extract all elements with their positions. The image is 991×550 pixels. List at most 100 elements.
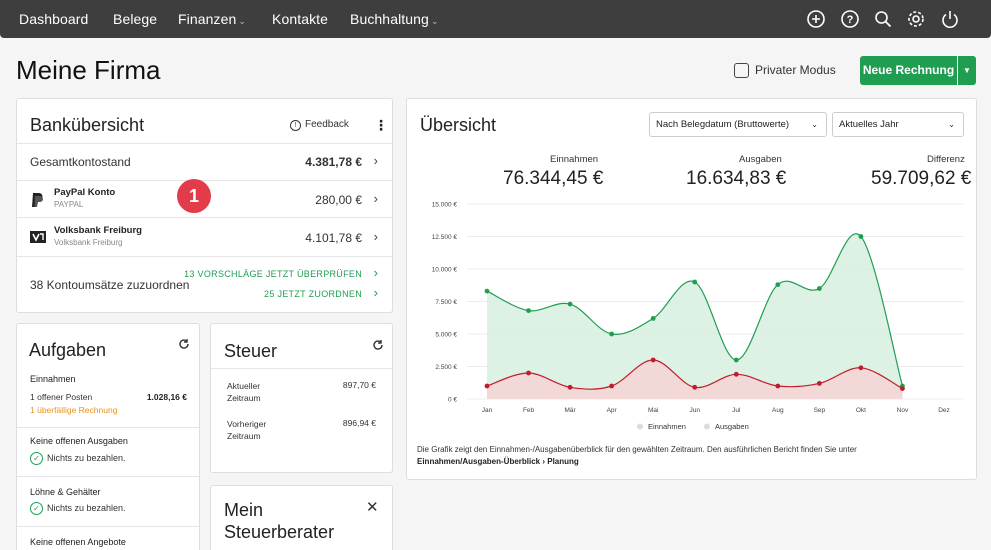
data-point: [692, 384, 698, 390]
data-point: [609, 331, 615, 337]
data-point: [775, 383, 781, 389]
account-sub: Volksbank Freiburg: [54, 238, 123, 247]
x-tick-label: Nov: [897, 407, 909, 414]
nav-buchhaltung[interactable]: Buchhaltung ⌄: [350, 11, 439, 27]
help-icon[interactable]: ?: [840, 9, 860, 29]
new-invoice-dropdown[interactable]: ▼: [958, 56, 976, 85]
period-select[interactable]: Aktuelles Jahr ⌄: [832, 112, 964, 137]
account-row-paypal[interactable]: PayPal Konto PAYPAL 280,00 € ›: [17, 180, 392, 217]
nav-kontakte[interactable]: Kontakte: [272, 11, 329, 27]
tax-title: Steuer: [224, 341, 278, 361]
top-nav: Dashboard Belege Finanzen ⌄ Kontakte Buch…: [0, 0, 991, 38]
refresh-icon[interactable]: [372, 339, 384, 351]
y-tick-label: 15.000 €: [432, 202, 458, 209]
refresh-icon[interactable]: [178, 338, 190, 350]
tax-advisor-card: Mein Steuerberater ✕: [210, 485, 393, 550]
caret-down-icon: ▼: [963, 66, 971, 75]
total-balance-row[interactable]: Gesamtkontostand 4.381,78 € ›: [17, 143, 392, 180]
legend-label: Ausgaben: [715, 422, 749, 431]
open-value: 1.028,16 €: [146, 392, 187, 402]
x-tick-label: Jan: [482, 407, 493, 414]
divider: [211, 368, 392, 369]
x-tick-label: Jun: [689, 407, 700, 414]
no-expenses: Keine offenen Ausgaben: [30, 436, 128, 446]
search-icon[interactable]: [873, 9, 893, 29]
paypal-icon: [32, 193, 43, 207]
private-mode-toggle[interactable]: Privater Modus: [734, 63, 836, 79]
close-icon[interactable]: ✕: [366, 499, 379, 516]
tax-card: Steuer Aktueller Zeitraum 897,70 € Vorhe…: [210, 323, 393, 473]
check-circle-icon: ✓: [30, 502, 43, 515]
x-tick-label: Feb: [523, 407, 535, 414]
period-select-value: Aktuelles Jahr: [839, 119, 899, 130]
legend-marker: [704, 423, 710, 430]
data-point: [816, 381, 822, 386]
data-point: [775, 282, 781, 287]
y-tick-label: 7.500 €: [435, 299, 457, 306]
chevron-right-icon: ›: [373, 153, 378, 168]
feedback-icon: !: [290, 120, 301, 131]
data-point: [484, 288, 490, 294]
chevron-down-icon: ⌄: [238, 16, 247, 26]
data-point: [484, 383, 490, 389]
x-tick-label: Apr: [607, 407, 618, 414]
footnote-link[interactable]: Einnahmen/Ausgaben-Überblick › Planung: [417, 457, 579, 466]
footnote-text: Die Grafik zeigt den Einnahmen-/Ausgaben…: [417, 445, 857, 454]
previous-period-label: Vorheriger Zeitraum: [227, 419, 267, 441]
data-point: [816, 286, 822, 291]
divider: [17, 427, 199, 428]
nothing-label: Nichts zu bezahlen.: [47, 452, 126, 463]
data-point: [733, 357, 739, 363]
series-area-einnahmen: [487, 233, 903, 399]
account-row-volksbank[interactable]: Volksbank Freiburg Volksbank Freiburg 4.…: [17, 217, 392, 256]
private-mode-checkbox[interactable]: [734, 63, 749, 79]
income-label: Einnahmen: [550, 154, 599, 165]
data-point: [567, 301, 573, 307]
page-title: Meine Firma: [16, 55, 161, 85]
data-point: [692, 279, 698, 285]
basis-select[interactable]: Nach Belegdatum (Bruttowerte) ⌄: [649, 112, 827, 137]
x-tick-label: Okt: [856, 407, 866, 414]
nav-finanzen[interactable]: Finanzen ⌄: [178, 11, 246, 27]
advisor-title: Mein Steuerberater: [224, 500, 335, 542]
chart-footnote: Die Grafik zeigt den Einnahmen-/Ausgaben…: [407, 444, 976, 468]
suggestions-link[interactable]: 13 VORSCHLÄGE JETZT ÜBERPRÜFEN: [184, 269, 362, 279]
nav-dashboard[interactable]: Dashboard: [19, 11, 89, 27]
legend-marker: [637, 423, 643, 430]
more-options-icon[interactable]: ⋮: [374, 117, 388, 133]
assign-link[interactable]: 25 JETZT ZUORDNEN: [264, 289, 362, 299]
chevron-right-icon: ›: [373, 285, 378, 300]
new-invoice-button[interactable]: Neue Rechnung: [860, 56, 957, 85]
y-tick-label: 12.500 €: [432, 234, 458, 241]
overdue-link[interactable]: 1 überfällige Rechnung: [30, 405, 118, 415]
assign-label: 38 Kontoumsätze zuzuordnen: [30, 278, 190, 292]
feedback-label: Feedback: [305, 119, 349, 130]
difference-value: 59.709,62 €: [871, 168, 972, 189]
x-tick-label: Sep: [814, 407, 826, 414]
settings-icon[interactable]: [906, 9, 926, 29]
data-point: [900, 386, 905, 391]
data-point: [858, 365, 864, 371]
overview-card: Übersicht Nach Belegdatum (Bruttowerte) ⌄…: [406, 98, 977, 480]
chevron-down-icon: ⌄: [811, 120, 818, 129]
data-point: [526, 370, 531, 376]
open-items[interactable]: 1 offener Posten: [30, 392, 93, 402]
nav-belege[interactable]: Belege: [113, 11, 158, 27]
data-point: [526, 308, 531, 313]
chevron-right-icon: ›: [373, 265, 378, 280]
bank-title: Bankübersicht: [30, 115, 145, 135]
account-name: Volksbank Freiburg: [54, 225, 142, 236]
data-point: [609, 383, 615, 389]
nothing-label: Nichts zu bezahlen.: [47, 502, 126, 513]
power-icon[interactable]: [940, 9, 960, 29]
nav-finanzen-label: Finanzen: [178, 11, 237, 27]
tasks-title: Aufgaben: [29, 340, 107, 360]
overview-title: Übersicht: [420, 115, 497, 135]
income-value: 76.344,45 €: [503, 168, 604, 189]
plus-circle-icon[interactable]: [806, 9, 826, 29]
data-point: [858, 234, 864, 239]
feedback-button[interactable]: ! Feedback: [290, 119, 349, 131]
chevron-down-icon: ⌄: [948, 120, 955, 129]
current-period-value: 897,70 €: [342, 380, 376, 390]
private-mode-label: Privater Modus: [755, 63, 836, 77]
